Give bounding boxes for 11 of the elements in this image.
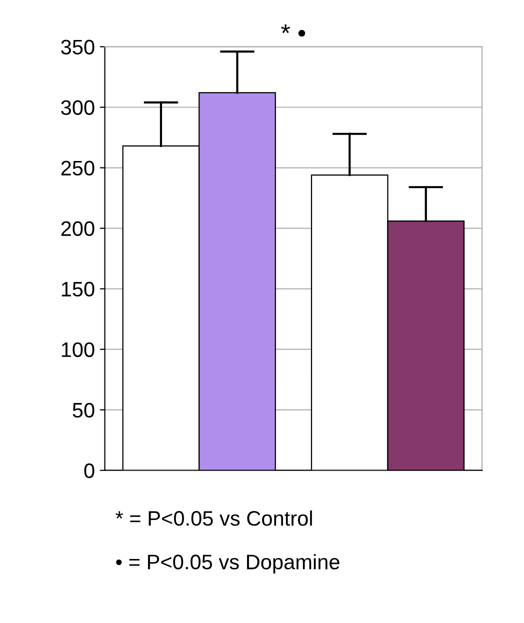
y-tick-label: 200 [61,221,94,236]
y-tick-label: 350 [61,40,94,54]
y-tick-label: 100 [62,342,94,358]
y-tick-label: 300 [61,100,94,115]
text: * • [281,24,306,37]
text: • = P<0.05 vs Dopamine [116,554,340,574]
y-tick-label: 50 [72,402,94,418]
y-tick-label: 0 [84,463,94,478]
y-tick-label: 150 [62,282,94,297]
text: * = P<0.05 vs Control [116,510,312,526]
y-tick-label: 250 [61,160,94,176]
